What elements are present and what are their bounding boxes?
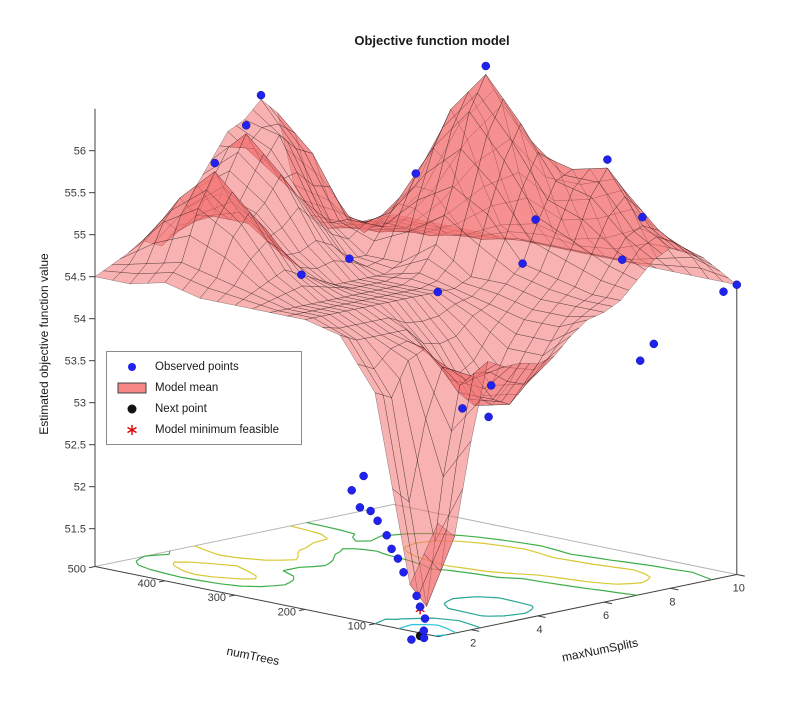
observed-point — [419, 633, 429, 643]
observed-point — [411, 169, 421, 178]
model-mean-surface — [94, 74, 738, 607]
x-tick-label: 10 — [733, 583, 745, 595]
observed-point — [373, 516, 382, 526]
observed-point — [649, 339, 659, 349]
observed-point — [638, 212, 647, 222]
legend-item-observed-points: Observed points — [107, 356, 301, 377]
observed-point — [399, 568, 408, 577]
z-tick-label: 54.5 — [65, 272, 86, 284]
observed-point — [407, 635, 416, 644]
legend-label: Observed points — [155, 360, 239, 373]
observed-point — [603, 155, 612, 164]
y-tick-label: 100 — [348, 621, 366, 633]
z-tick-label: 56 — [74, 146, 86, 158]
z-tick-label: 55 — [74, 230, 86, 242]
observed-point — [419, 626, 429, 635]
observed-point — [518, 259, 527, 268]
x-tick-label: 2 — [470, 638, 476, 650]
observed-point — [486, 381, 496, 390]
plot-markers — [210, 61, 742, 644]
observed-point — [412, 591, 421, 601]
legend-item-next-point: Next point — [107, 398, 301, 419]
observed-point — [210, 158, 220, 168]
x-tick-label: 4 — [537, 624, 543, 636]
z-tick-label: 53 — [74, 398, 86, 410]
red-patch-icon — [117, 381, 147, 395]
observed-point — [481, 61, 491, 71]
x-tick-label: 8 — [669, 596, 675, 608]
observed-point — [484, 412, 493, 422]
z-tick-label: 55.5 — [65, 188, 86, 200]
y-tick-label: 200 — [278, 606, 296, 618]
y-tick-label: 500 — [68, 564, 86, 576]
axis-box — [94, 108, 738, 638]
legend-label: Model minimum feasible — [155, 423, 279, 436]
observed-point — [531, 215, 540, 224]
observed-point — [458, 404, 467, 413]
observed-point — [347, 486, 356, 495]
observed-point — [345, 254, 354, 263]
blue-dot-icon — [117, 360, 147, 374]
axis-ticks-and-labels: 100 200 300 400 500 2 4 6 8 10 51.5 52 52.5 53 53.5 54 5… — [65, 146, 745, 650]
observed-point — [256, 90, 266, 100]
legend-label: Next point — [155, 402, 207, 415]
observed-point — [387, 544, 396, 554]
observed-point — [382, 531, 391, 540]
observed-point — [366, 506, 375, 516]
observed-point — [719, 287, 728, 296]
observed-point — [433, 287, 443, 297]
z-axis-label: Estimated objective function value — [37, 253, 51, 435]
observed-point — [732, 280, 742, 289]
legend: Observed points Model mean Next point Model… — [106, 351, 302, 445]
z-tick-label: 52.5 — [65, 440, 86, 452]
observed-point — [297, 270, 306, 279]
observed-point — [355, 503, 365, 512]
legend-label: Model mean — [155, 381, 219, 394]
black-dot-icon — [117, 402, 147, 416]
observed-point — [393, 554, 403, 563]
observed-point — [635, 356, 645, 365]
y-tick-label: 400 — [138, 578, 156, 590]
legend-item-model-mean: Model mean — [107, 377, 301, 398]
observed-point — [617, 255, 627, 264]
observed-point — [241, 121, 251, 130]
red-asterisk-icon — [117, 423, 147, 437]
observed-point — [359, 471, 368, 481]
y-tick-label: 300 — [208, 592, 226, 604]
observed-point — [415, 602, 425, 611]
observed-point — [420, 614, 430, 623]
z-tick-label: 54 — [74, 314, 86, 326]
z-tick-label: 52 — [74, 482, 86, 494]
chart-title: Objective function model — [354, 33, 510, 48]
legend-item-model-minimum-feasible: Model minimum feasible — [107, 419, 301, 440]
z-tick-label: 53.5 — [65, 356, 86, 368]
z-tick-label: 51.5 — [65, 524, 86, 536]
x-tick-label: 6 — [603, 610, 609, 622]
